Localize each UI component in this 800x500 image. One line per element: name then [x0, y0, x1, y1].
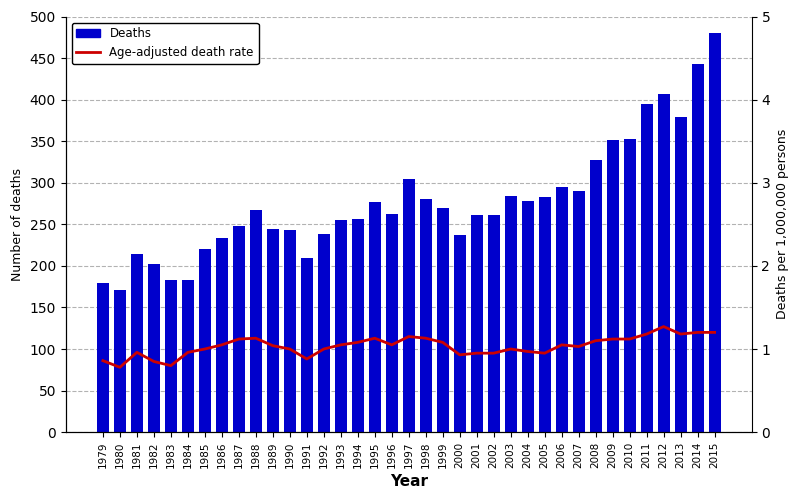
Bar — [250, 210, 262, 432]
Legend: Deaths, Age-adjusted death rate: Deaths, Age-adjusted death rate — [72, 22, 258, 64]
X-axis label: Year: Year — [390, 474, 428, 489]
Bar — [674, 117, 686, 432]
Bar — [590, 160, 602, 432]
Bar — [216, 238, 228, 432]
Bar — [505, 196, 517, 432]
Bar — [97, 282, 109, 432]
Bar — [165, 280, 177, 432]
Bar — [233, 226, 245, 432]
Bar — [538, 197, 550, 432]
Bar — [386, 214, 398, 432]
Bar — [301, 258, 313, 432]
Bar — [403, 178, 414, 432]
Bar — [420, 198, 432, 432]
Bar — [488, 215, 500, 432]
Bar — [437, 208, 449, 432]
Y-axis label: Number of deaths: Number of deaths — [11, 168, 24, 281]
Bar — [692, 64, 703, 432]
Bar — [624, 139, 635, 432]
Bar — [641, 104, 653, 432]
Bar — [114, 290, 126, 432]
Bar — [335, 220, 346, 432]
Bar — [556, 187, 568, 432]
Y-axis label: Deaths per 1,000,000 persons: Deaths per 1,000,000 persons — [776, 129, 789, 320]
Bar — [131, 254, 143, 432]
Bar — [470, 215, 482, 432]
Bar — [267, 230, 278, 432]
Bar — [709, 33, 721, 432]
Bar — [352, 220, 364, 432]
Bar — [199, 250, 210, 432]
Bar — [369, 202, 381, 432]
Bar — [318, 234, 330, 432]
Bar — [573, 191, 585, 432]
Bar — [522, 201, 534, 432]
Bar — [148, 264, 160, 432]
Bar — [182, 280, 194, 432]
Bar — [606, 140, 618, 432]
Bar — [658, 94, 670, 432]
Bar — [284, 230, 296, 432]
Bar — [454, 235, 466, 432]
